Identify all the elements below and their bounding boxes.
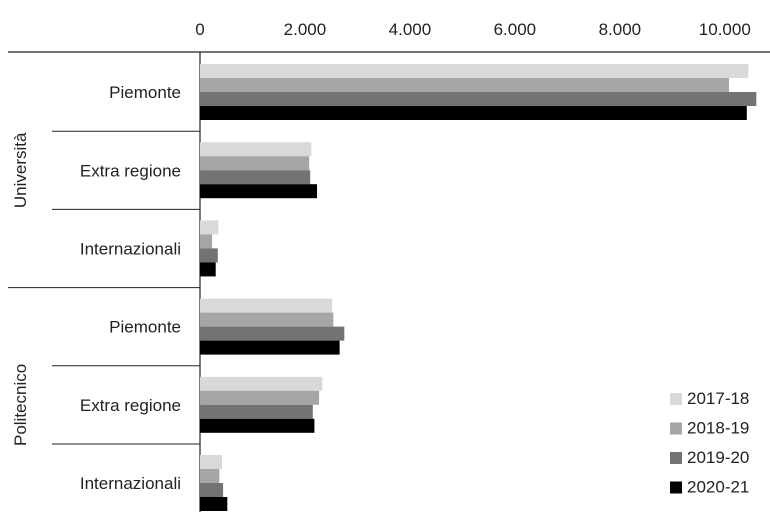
bar (200, 326, 345, 341)
bar (200, 106, 747, 120)
bar (200, 170, 311, 185)
legend-label: 2020-21 (687, 478, 749, 497)
category-label: Extra regione (80, 396, 181, 415)
bar (200, 142, 312, 157)
legend-label: 2017-18 (687, 389, 749, 408)
legend-label: 2019-20 (687, 448, 749, 467)
x-tick-label: 10.000 (699, 20, 751, 39)
category-label: Internazionali (80, 474, 181, 493)
bar (200, 78, 729, 92)
bar (200, 418, 315, 433)
category-label: Extra regione (80, 161, 181, 180)
legend-swatch (670, 393, 682, 405)
bar (200, 298, 333, 313)
bar (200, 390, 320, 405)
x-tick-label: 6.000 (494, 20, 537, 39)
x-tick-label: 4.000 (389, 20, 432, 39)
bar (200, 312, 334, 327)
x-tick-label: 0 (195, 20, 204, 39)
category-label: Piemonte (109, 83, 181, 102)
bar (200, 64, 749, 78)
bar (200, 262, 216, 277)
bar (200, 483, 224, 497)
x-tick-label: 2.000 (284, 20, 327, 39)
bar (200, 469, 220, 483)
bar (200, 340, 340, 355)
legend-swatch (670, 481, 682, 494)
x-tick-label: 8.000 (599, 20, 642, 39)
legend-swatch (670, 452, 682, 464)
bar (200, 404, 313, 419)
bar (200, 376, 323, 391)
bar (200, 497, 228, 511)
bar (200, 92, 757, 106)
bar (200, 234, 213, 249)
legend-swatch (670, 422, 682, 435)
group-label: Politecnico (11, 364, 30, 446)
group-label: Università (11, 132, 30, 208)
category-label: Piemonte (109, 318, 181, 337)
legend-label: 2018-19 (687, 419, 749, 438)
bar (200, 156, 310, 171)
bar (200, 455, 222, 469)
bar (200, 248, 218, 263)
bar (200, 184, 317, 199)
bar (200, 220, 219, 235)
category-label: Internazionali (80, 240, 181, 259)
